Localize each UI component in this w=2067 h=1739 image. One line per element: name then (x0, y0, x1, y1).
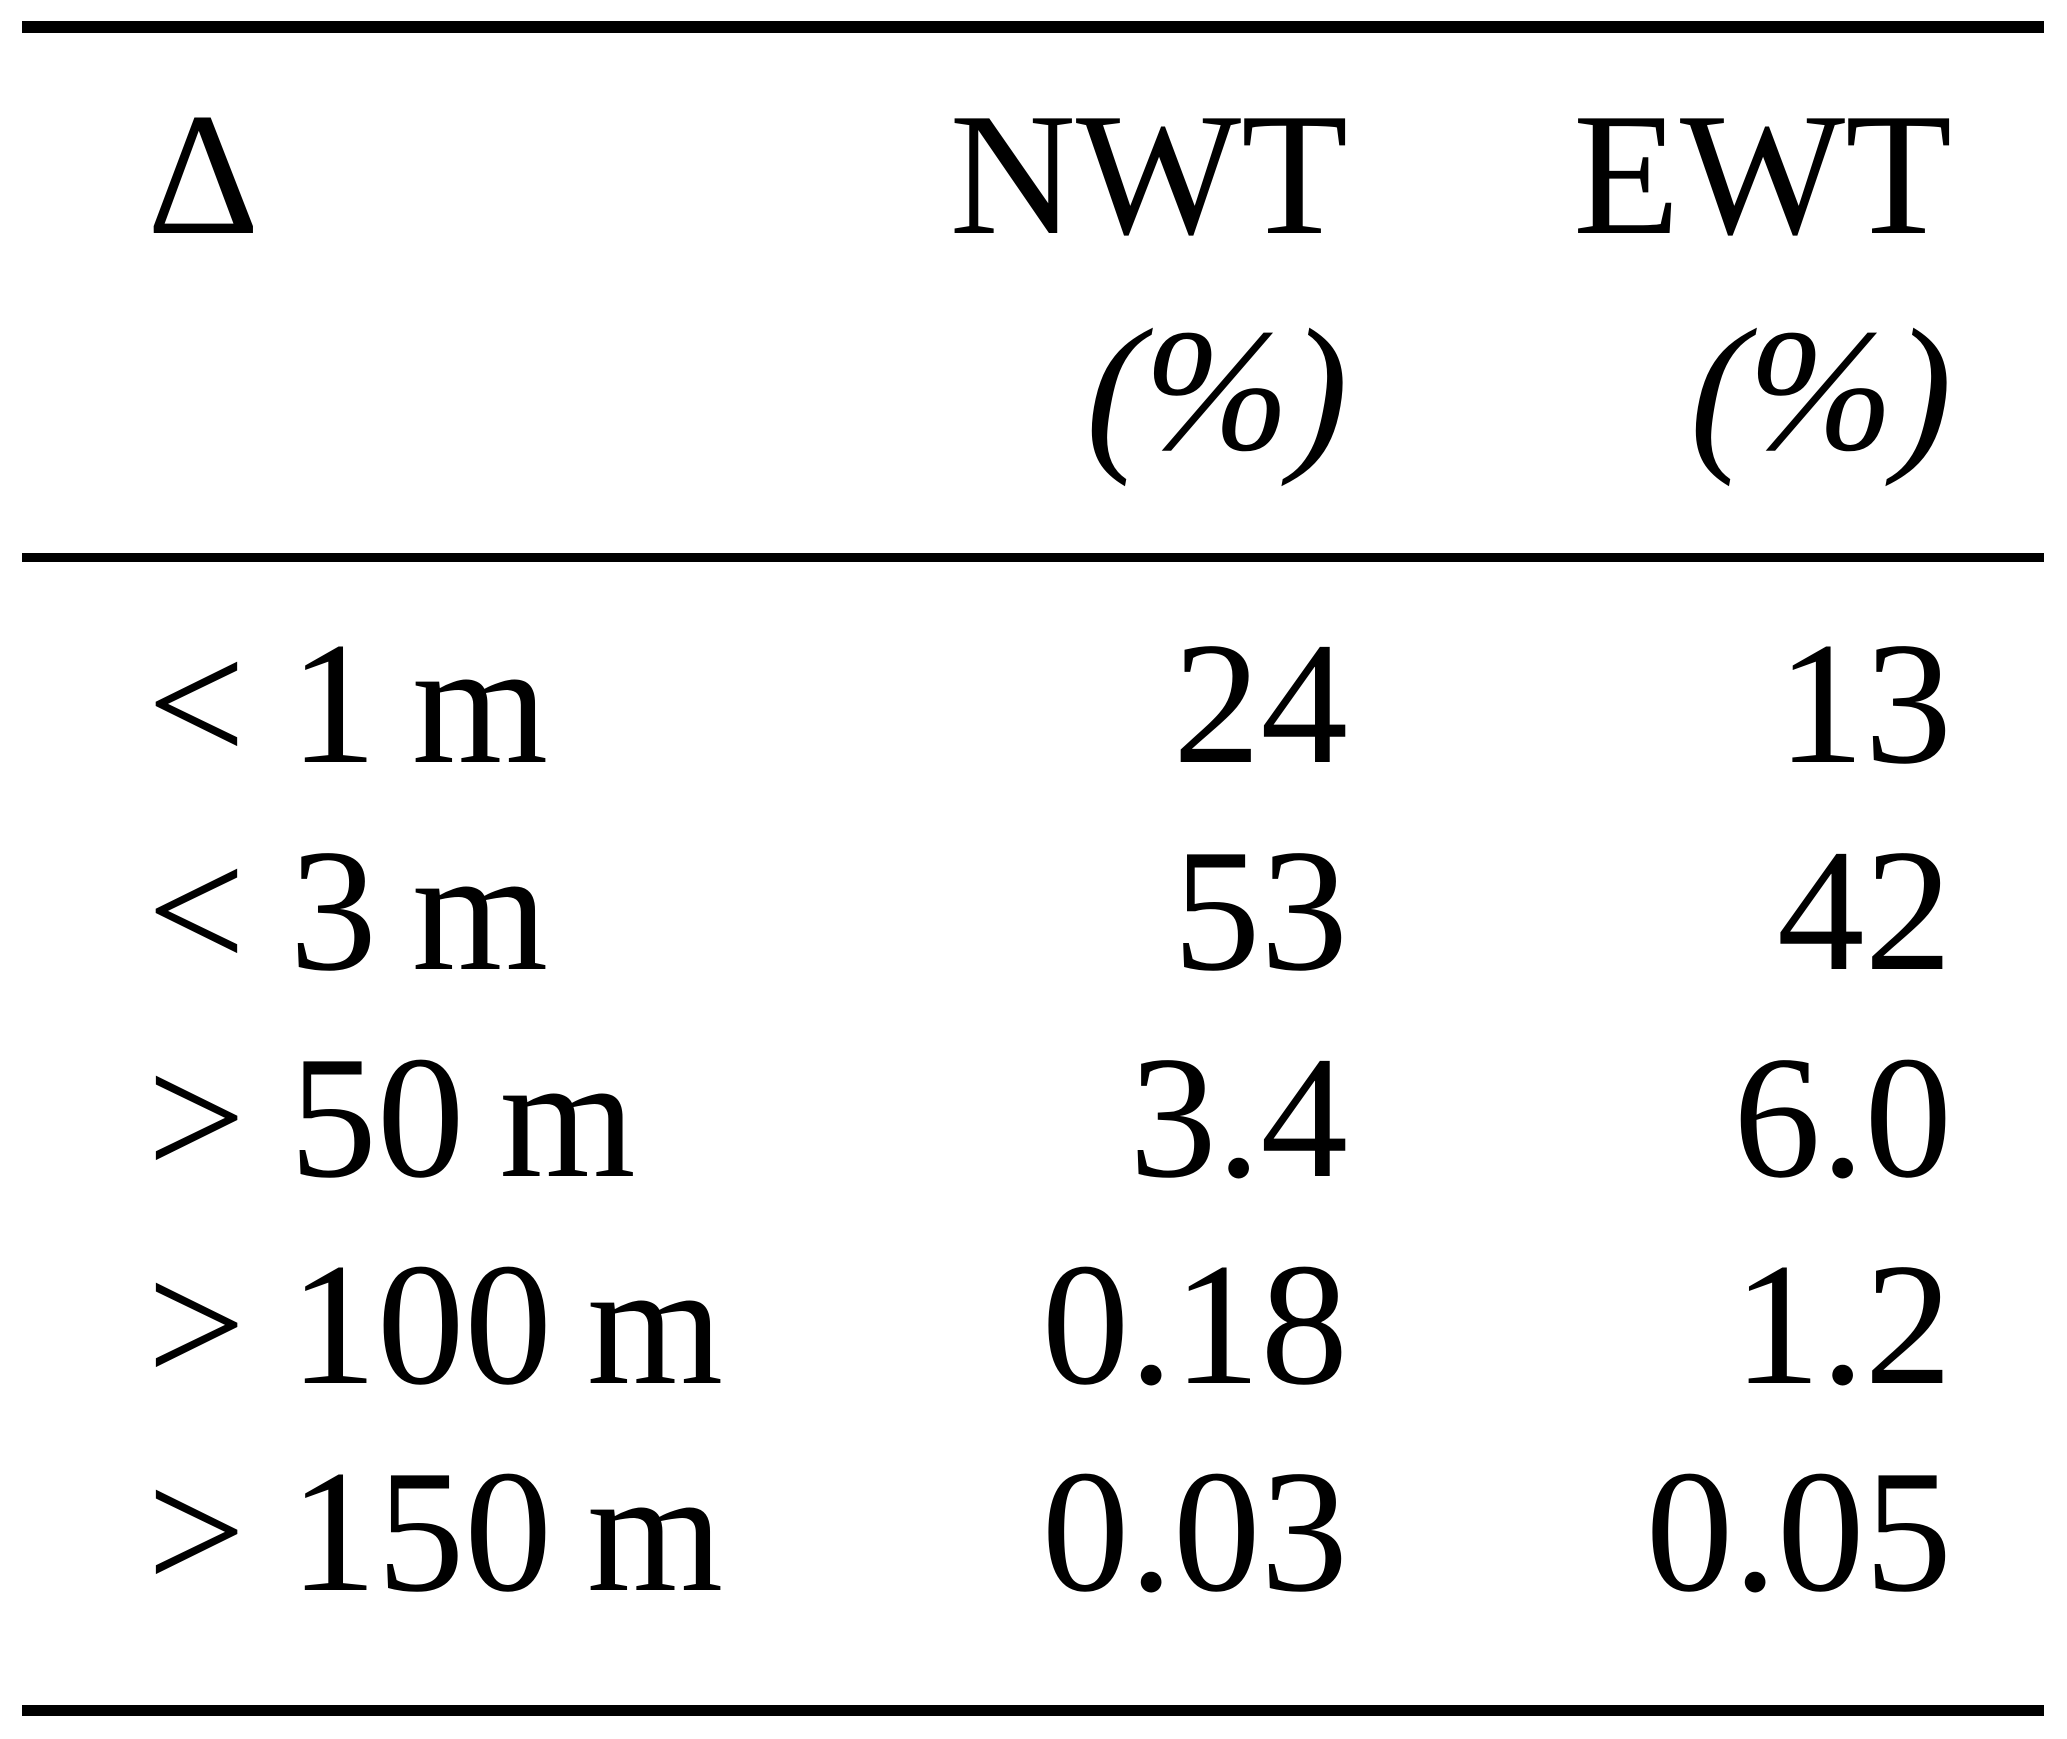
table-row-5-nwt-cell: 0.03 (1041, 1434, 1348, 1628)
table-row-3-ewt-cell: 6.0 (1733, 1020, 1952, 1214)
table-body: < 1 m 24 13 < 3 m 53 42 > 50 m 3.4 6.0 >… (22, 600, 2044, 1635)
table-row-2-ewt-cell: 42 (1777, 813, 1952, 1007)
table-row-2-delta-cell: < 3 m (147, 813, 549, 1007)
column-header-ewt: EWT (1573, 76, 1952, 271)
table-row-1-delta-cell: < 1 m (147, 606, 549, 800)
table-row-1-nwt-cell: 24 (1173, 606, 1348, 800)
table-row-4-ewt-cell: 1.2 (1733, 1227, 1952, 1421)
table-row-1-ewt-cell: 13 (1777, 606, 1952, 800)
column-unit-ewt: (%) (1689, 292, 1952, 487)
table-header: Δ NWT EWT (%) (%) (22, 66, 2044, 498)
column-header-nwt: NWT (949, 76, 1348, 271)
top-rule (22, 21, 2044, 33)
table-row-5-ewt-cell: 0.05 (1645, 1434, 1952, 1628)
bottom-rule (22, 1705, 2044, 1716)
mid-rule (22, 553, 2044, 562)
column-header-delta: Δ (147, 76, 260, 271)
table-row-4-delta-cell: > 100 m (147, 1227, 724, 1421)
table-row-3-delta-cell: > 50 m (147, 1020, 636, 1214)
table-row-3-nwt-cell: 3.4 (1129, 1020, 1348, 1214)
table-row-2-nwt-cell: 53 (1173, 813, 1348, 1007)
table-row-4-nwt-cell: 0.18 (1041, 1227, 1348, 1421)
column-unit-nwt: (%) (1085, 292, 1348, 487)
table-row-5-delta-cell: > 150 m (147, 1434, 724, 1628)
